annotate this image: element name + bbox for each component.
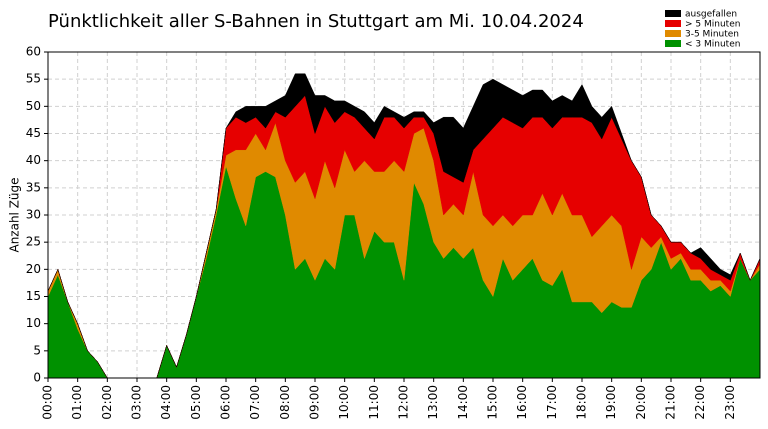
y-tick-label: 15	[26, 289, 41, 303]
y-axis-label: Anzahl Züge	[8, 177, 22, 252]
x-tick-label: 22:00	[693, 385, 707, 420]
x-tick-label: 02:00	[100, 385, 114, 420]
y-tick-label: 20	[26, 262, 41, 276]
legend-swatch	[665, 30, 681, 37]
x-tick-label: 03:00	[130, 385, 144, 420]
legend-swatch	[665, 10, 681, 17]
x-tick-label: 13:00	[426, 385, 440, 420]
x-tick-label: 11:00	[367, 385, 381, 420]
x-tick-label: 06:00	[219, 385, 233, 420]
x-tick-label: 01:00	[70, 385, 84, 420]
x-tick-label: 17:00	[545, 385, 559, 420]
legend-swatch	[665, 40, 681, 47]
x-tick-label: 16:00	[515, 385, 529, 420]
y-tick-label: 10	[26, 316, 41, 330]
x-tick-label: 15:00	[486, 385, 500, 420]
y-tick-label: 30	[26, 208, 41, 222]
x-tick-label: 19:00	[604, 385, 618, 420]
legend-swatch	[665, 20, 681, 27]
x-tick-label: 14:00	[456, 385, 470, 420]
x-tick-label: 04:00	[159, 385, 173, 420]
legend-label: < 3 Minuten	[685, 40, 740, 50]
x-tick-label: 21:00	[664, 385, 678, 420]
y-tick-label: 25	[26, 235, 41, 249]
y-tick-label: 5	[33, 343, 41, 357]
y-tick-label: 35	[26, 180, 41, 194]
x-tick-label: 05:00	[189, 385, 203, 420]
legend-label: > 5 Minuten	[685, 20, 740, 30]
y-tick-label: 0	[33, 371, 41, 385]
legend-label: ausgefallen	[685, 10, 737, 20]
y-tick-label: 50	[26, 99, 41, 113]
x-tick-label: 18:00	[575, 385, 589, 420]
plot-frame	[47, 51, 761, 379]
x-tick-label: 00:00	[41, 385, 55, 420]
y-tick-label: 45	[26, 126, 41, 140]
x-tick-label: 09:00	[308, 385, 322, 420]
x-tick-label: 10:00	[337, 385, 351, 420]
x-tick-label: 12:00	[397, 385, 411, 420]
y-tick-label: 55	[26, 72, 41, 86]
y-tick-label: 40	[26, 153, 41, 167]
x-tick-label: 07:00	[248, 385, 262, 420]
x-tick-label: 20:00	[634, 385, 648, 420]
y-tick-label: 60	[26, 45, 41, 59]
x-tick-label: 23:00	[723, 385, 737, 420]
chart-title: Pünktlichkeit aller S-Bahnen in Stuttgar…	[48, 11, 584, 32]
x-tick-label: 08:00	[278, 385, 292, 420]
legend-label: 3-5 Minuten	[685, 30, 739, 40]
